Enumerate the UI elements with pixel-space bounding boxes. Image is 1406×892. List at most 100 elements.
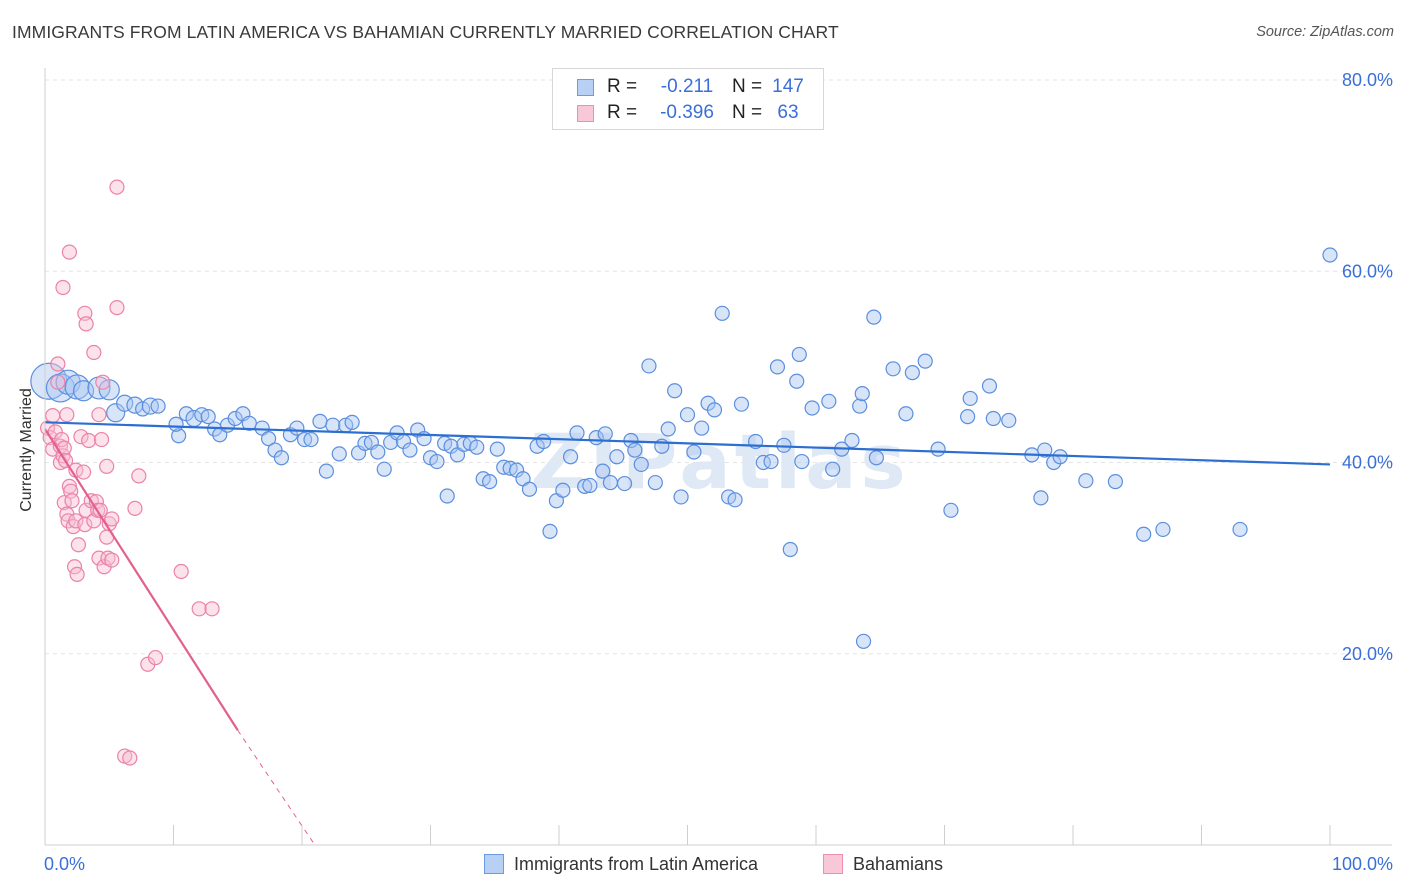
y-tick-label: 40.0%	[1342, 453, 1393, 473]
immigrants-point	[866, 309, 882, 325]
bahamians-point	[68, 513, 84, 529]
immigrants-point	[804, 400, 820, 416]
bahamians-point	[45, 408, 61, 424]
immigrants-point	[542, 523, 558, 539]
grid-lines	[45, 79, 1392, 655]
bahamians-point	[99, 458, 115, 474]
immigrants-point	[227, 410, 243, 427]
immigrants-point	[429, 453, 445, 470]
immigrants-point	[482, 474, 498, 490]
legend-row-immigrants: R = -0.211 N = 147	[577, 75, 809, 99]
immigrants-point	[439, 488, 455, 504]
trend-line-bahamians-extension	[237, 729, 316, 846]
immigrants-point	[1037, 442, 1053, 458]
bottom-legend-immigrants[interactable]: Immigrants from Latin America	[484, 852, 758, 876]
immigrants-point	[727, 492, 743, 508]
immigrants-point	[376, 461, 392, 477]
immigrants-point	[962, 390, 978, 407]
immigrants-point	[714, 305, 730, 321]
immigrants-point	[763, 453, 779, 470]
bahamians-point	[64, 493, 80, 509]
bahamians-point	[91, 407, 107, 423]
immigrants-point	[325, 417, 341, 433]
immigrants-point	[521, 481, 538, 497]
bahamians-point	[173, 563, 189, 580]
immigrants-point	[200, 409, 216, 425]
immigrants-point	[616, 475, 633, 492]
immigrants-point	[312, 413, 328, 429]
immigrants-point	[769, 359, 786, 375]
immigrants-point	[331, 446, 347, 462]
immigrants-point	[943, 502, 959, 518]
immigrants-point	[641, 358, 657, 374]
immigrants-point	[344, 414, 360, 430]
immigrants-point	[898, 406, 914, 422]
immigrants-point	[1136, 526, 1152, 542]
immigrants-point	[168, 416, 184, 432]
immigrants-point	[930, 441, 946, 457]
legend-r-value: -0.211	[660, 76, 714, 97]
y-axis-label: Currently Married	[18, 388, 35, 512]
immigrants-point	[273, 450, 290, 466]
immigrants-point	[694, 420, 710, 436]
immigrants-point	[370, 444, 386, 460]
bahamians-point	[104, 552, 120, 568]
immigrants-point	[535, 433, 552, 450]
bahamians-point	[122, 750, 138, 766]
immigrants-point	[1322, 247, 1338, 263]
immigrants-point	[667, 383, 683, 399]
immigrants-point	[150, 398, 166, 414]
immigrants-point	[141, 397, 159, 415]
immigrants-point	[469, 439, 485, 455]
immigrants-point	[582, 477, 598, 494]
immigrants-point	[1232, 521, 1248, 538]
bahamians-point	[109, 299, 125, 316]
bahamians-point	[50, 374, 66, 390]
legend-r-value: -0.396	[660, 102, 714, 123]
immigrants-point	[789, 373, 805, 389]
immigrants-point	[844, 432, 860, 449]
legend-n-label: N =	[731, 76, 763, 97]
bottom-legend-swatch-immigrants	[484, 854, 504, 874]
immigrants-point	[260, 430, 277, 447]
bahamians-point	[54, 431, 70, 448]
immigrants-point	[821, 393, 837, 409]
bahamians-point	[55, 279, 71, 296]
immigrants-point	[960, 409, 976, 425]
bahamians-point	[109, 179, 125, 195]
legend-row-bahamians: R = -0.396 N = 63	[577, 101, 809, 125]
immigrants-point	[402, 442, 418, 458]
bahamians-point	[204, 601, 220, 617]
legend-n-label: N =	[731, 102, 763, 123]
immigrants-point	[1078, 473, 1094, 489]
immigrants-point	[171, 428, 187, 444]
immigrants-point	[854, 386, 870, 402]
series-bahamians-points	[39, 179, 220, 766]
legend-swatch-bahamians	[577, 104, 594, 122]
immigrants-point	[647, 474, 663, 491]
bahamians-point	[191, 601, 207, 617]
bahamians-point	[104, 511, 120, 527]
immigrants-point	[673, 489, 689, 505]
trend-line-bahamians	[44, 428, 239, 731]
bahamians-point	[61, 244, 78, 260]
immigrants-point	[885, 361, 901, 377]
legend-swatch-immigrants	[577, 78, 594, 96]
bahamians-point	[131, 468, 147, 484]
bahamians-point	[93, 431, 110, 448]
immigrants-point	[1107, 474, 1124, 490]
immigrants-point	[686, 444, 702, 460]
bahamians-point	[127, 500, 143, 516]
y-tick-label: 80.0%	[1342, 70, 1393, 90]
immigrants-point	[904, 365, 920, 381]
bahamians-point	[60, 513, 76, 529]
bottom-legend-bahamians[interactable]: Bahamians	[823, 852, 943, 876]
trend-lines	[44, 421, 1331, 846]
chart-source: Source: ZipAtlas.com	[1256, 24, 1394, 40]
bahamians-point	[95, 374, 111, 390]
immigrants-point	[825, 461, 841, 477]
correlation-legend: R = -0.211 N = 147 R = -0.396 N = 63	[552, 68, 824, 130]
immigrants-point	[1155, 521, 1171, 538]
bahamians-point	[81, 432, 97, 449]
